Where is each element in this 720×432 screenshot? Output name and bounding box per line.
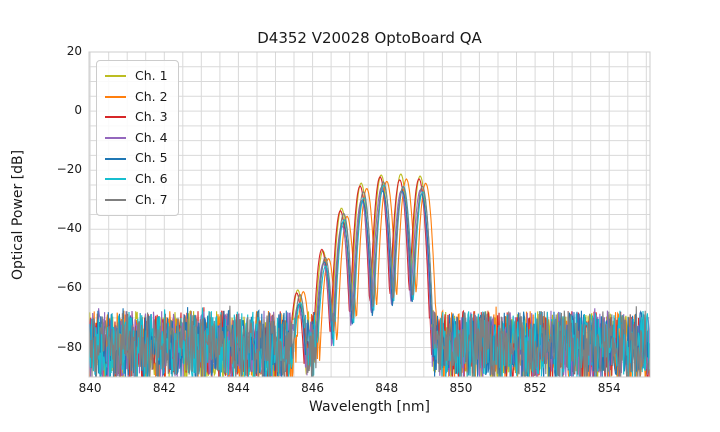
legend-label: Ch. 4 [135,129,168,145]
legend-line-swatch [105,137,126,140]
legend-item: Ch. 6 [105,169,168,190]
y-tick-label: −60 [56,280,82,295]
legend: Ch. 1 Ch. 2 Ch. 3 Ch. 4 Ch. 5 Ch. 6 Ch. 7 [96,60,179,217]
legend-label: Ch. 2 [135,88,168,104]
x-tick-label: 842 [152,381,176,395]
legend-item: Ch. 5 [105,148,168,169]
legend-label: Ch. 3 [135,109,168,125]
legend-label: Ch. 7 [135,191,168,207]
legend-line-swatch [105,75,126,78]
y-tick-label: −80 [56,339,82,354]
x-tick-label: 850 [449,381,473,395]
y-tick-label: −20 [56,162,82,177]
y-tick-label: −40 [56,221,82,236]
y-tick-label: 20 [66,44,82,58]
x-tick-label: 852 [523,381,547,395]
chart-title: D4352 V20028 OptoBoard QA [257,29,482,47]
legend-line-swatch [105,116,126,119]
legend-line-swatch [105,95,126,98]
legend-label: Ch. 1 [135,68,168,84]
legend-item: Ch. 1 [105,66,168,87]
y-tick-label: 0 [74,103,82,118]
x-tick-label: 844 [226,381,250,395]
legend-line-swatch [105,157,126,160]
legend-label: Ch. 5 [135,150,168,166]
x-tick-label: 846 [301,381,325,395]
legend-item: Ch. 3 [105,107,168,128]
x-tick-label: 848 [375,381,399,395]
x-axis-label: Wavelength [nm] [309,399,430,415]
legend-label: Ch. 6 [135,171,168,187]
y-axis-label: Optical Power [dB] [10,149,26,280]
legend-item: Ch. 7 [105,190,168,211]
legend-item: Ch. 4 [105,128,168,149]
plot-frame [88,51,651,378]
x-tick-label: 854 [597,381,621,395]
x-tick-label: 840 [78,381,102,395]
legend-line-swatch [105,198,126,201]
legend-line-swatch [105,178,126,181]
legend-item: Ch. 2 [105,87,168,108]
series-path-7 [89,181,650,377]
